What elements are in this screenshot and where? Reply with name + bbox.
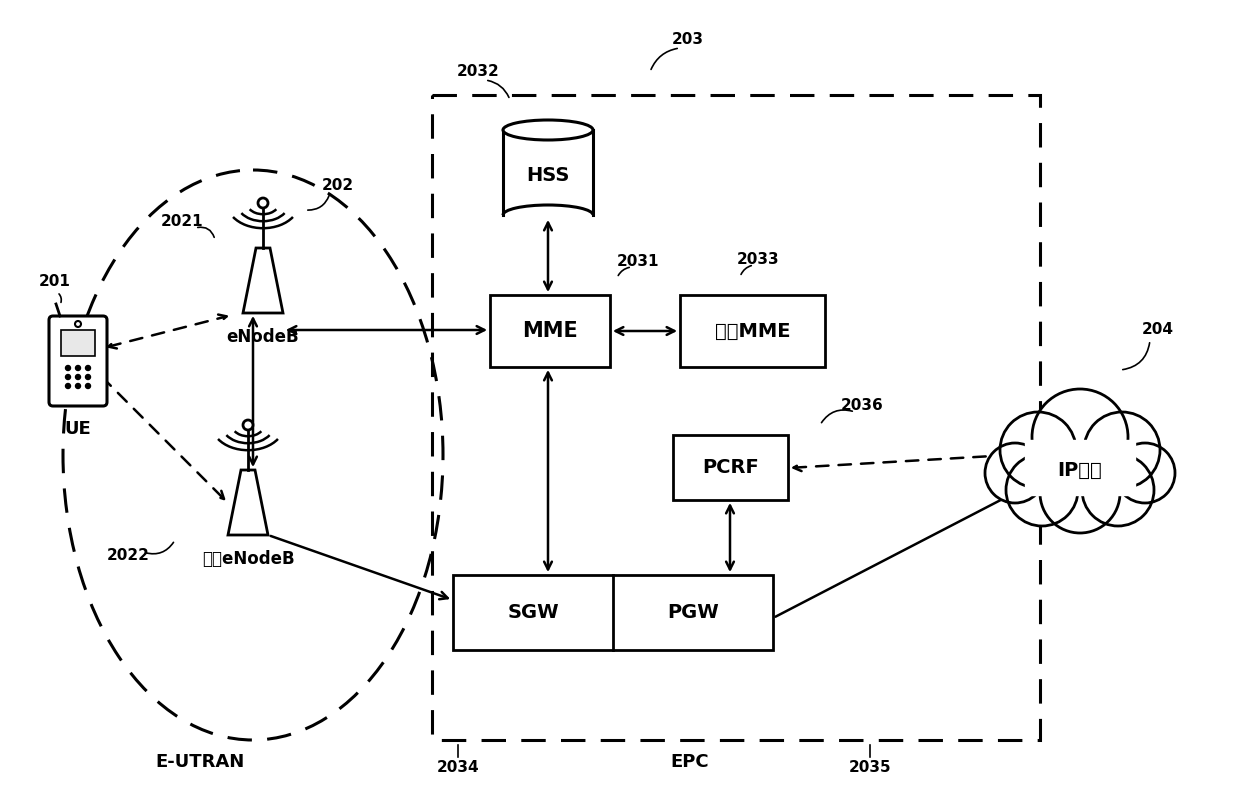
Text: HSS: HSS — [526, 166, 569, 185]
Circle shape — [985, 443, 1045, 503]
Text: 2033: 2033 — [737, 253, 779, 267]
Text: PCRF: PCRF — [702, 458, 759, 477]
Polygon shape — [228, 470, 268, 535]
Circle shape — [76, 383, 81, 389]
Bar — [432, 95, 1040, 740]
Circle shape — [66, 374, 71, 379]
Text: MME: MME — [522, 321, 578, 341]
Circle shape — [86, 374, 91, 379]
Bar — [61, 330, 95, 356]
Text: 2022: 2022 — [107, 547, 150, 562]
Text: 其它eNodeB: 其它eNodeB — [202, 550, 294, 568]
Text: 2031: 2031 — [616, 254, 660, 270]
Circle shape — [86, 383, 91, 389]
Circle shape — [86, 366, 91, 370]
Text: 201: 201 — [40, 274, 71, 290]
Text: 其它MME: 其它MME — [714, 322, 790, 341]
Text: IP业务: IP业务 — [1058, 461, 1102, 479]
Circle shape — [258, 198, 268, 208]
Text: PGW: PGW — [667, 603, 719, 622]
Text: 2035: 2035 — [848, 761, 892, 775]
Text: 2032: 2032 — [456, 65, 500, 79]
Circle shape — [1115, 443, 1176, 503]
Circle shape — [999, 412, 1076, 488]
FancyBboxPatch shape — [50, 316, 107, 406]
Text: SGW: SGW — [507, 603, 559, 622]
Text: 2034: 2034 — [436, 761, 480, 775]
Circle shape — [1040, 453, 1120, 533]
Text: 203: 203 — [672, 33, 704, 47]
Circle shape — [243, 420, 253, 430]
Text: 2036: 2036 — [841, 398, 883, 413]
Text: 2021: 2021 — [161, 214, 203, 230]
Bar — [680, 295, 825, 367]
Ellipse shape — [503, 120, 593, 140]
Circle shape — [66, 366, 71, 370]
Text: 204: 204 — [1142, 322, 1174, 338]
Text: UE: UE — [64, 420, 92, 438]
Text: EPC: EPC — [671, 753, 709, 771]
Text: 202: 202 — [322, 178, 355, 193]
Circle shape — [1083, 454, 1154, 526]
Circle shape — [76, 366, 81, 370]
Polygon shape — [243, 248, 283, 313]
Circle shape — [1084, 412, 1159, 488]
Bar — [1025, 440, 1135, 495]
Bar — [503, 130, 593, 215]
Bar — [453, 575, 773, 650]
Text: E-UTRAN: E-UTRAN — [155, 753, 244, 771]
Text: eNodeB: eNodeB — [227, 328, 299, 346]
Circle shape — [1006, 454, 1078, 526]
Circle shape — [66, 383, 71, 389]
Bar — [490, 295, 610, 367]
Bar — [673, 435, 787, 500]
Circle shape — [1032, 389, 1128, 485]
Circle shape — [76, 374, 81, 379]
